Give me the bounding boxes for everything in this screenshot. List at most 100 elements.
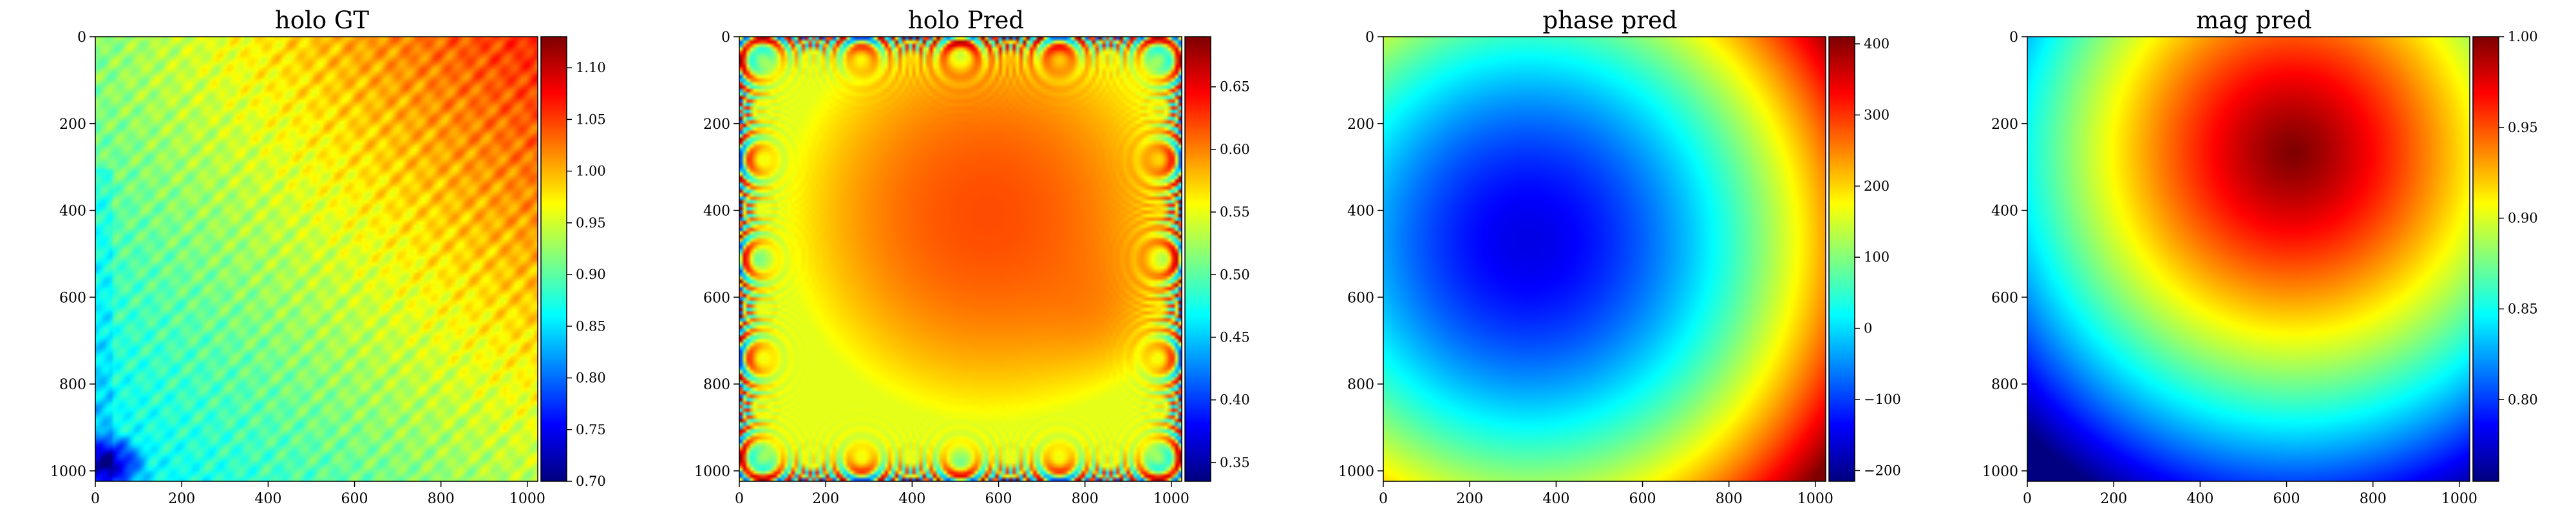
colorbar-tick-label: 100 xyxy=(1864,249,1889,265)
colorbar-tick-label: 0.70 xyxy=(576,474,606,489)
x-tick-label: 400 xyxy=(2186,491,2213,507)
heatmap-plot: 0 200 400 600 800 1000 0 200 400 600 800 1000 0.80 0.… xyxy=(1982,29,2538,507)
x-tick-label: 400 xyxy=(1542,491,1569,507)
colorbar-frame xyxy=(1828,36,1855,482)
y-tick-label: 600 xyxy=(59,290,86,306)
y-tick-label: 1000 xyxy=(50,464,86,480)
colorbar-frame xyxy=(2472,36,2499,482)
x-tick-label: 600 xyxy=(2273,491,2300,507)
y-tick-label: 400 xyxy=(703,204,730,220)
colorbar-tick-label: 1.00 xyxy=(576,164,606,179)
x-tick-label: 200 xyxy=(1456,491,1483,507)
colorbar-tick-label: −100 xyxy=(1864,392,1901,407)
y-tick-label: 800 xyxy=(703,377,730,393)
colorbar xyxy=(2473,37,2499,481)
colorbar-tick-label: 0.60 xyxy=(1220,142,1250,157)
panel-phase-pred: phase pred 0 200 400 600 800 1000 0 200 400 600 80… xyxy=(1288,0,1932,515)
y-tick-label: 0 xyxy=(721,30,730,46)
x-tick-label: 1000 xyxy=(1797,491,1833,507)
heatmap-plot: 0 200 400 600 800 1000 0 200 400 600 800 1000 0.70 0.… xyxy=(50,30,606,507)
x-tick-label: 0 xyxy=(2023,491,2032,507)
colorbar xyxy=(1185,37,1211,481)
x-tick-label: 600 xyxy=(341,491,368,507)
y-tick-label: 200 xyxy=(703,117,730,133)
y-tick-label: 0 xyxy=(77,30,86,46)
x-tick-label: 200 xyxy=(2100,491,2127,507)
heatmap-image xyxy=(739,37,1182,481)
colorbar-tick-label: 0.65 xyxy=(1220,79,1250,95)
x-tick-label: 1000 xyxy=(509,491,545,507)
colorbar-tick-label: 0.90 xyxy=(2508,211,2538,226)
y-tick-label: 400 xyxy=(59,204,86,220)
chart-title: holo GT xyxy=(274,6,370,34)
y-tick-label: 400 xyxy=(1347,204,1374,220)
y-tick-label: 1000 xyxy=(1982,464,2018,480)
colorbar-tick-label: 0.80 xyxy=(576,370,606,386)
x-tick-label: 800 xyxy=(1716,491,1743,507)
colorbar-tick-label: 0.85 xyxy=(2508,301,2538,316)
colorbar-tick-label: 0.45 xyxy=(1220,329,1250,345)
y-tick-label: 0 xyxy=(1365,30,1374,46)
x-tick-label: 1000 xyxy=(1153,491,1189,507)
y-tick-label: 600 xyxy=(1347,290,1374,306)
colorbar-tick-label: 300 xyxy=(1864,107,1889,122)
colorbar xyxy=(541,37,567,481)
colorbar-tick-label: 1.05 xyxy=(576,111,606,127)
panel-mag-pred: mag pred 0 200 400 600 800 1000 0 200 400 600 800 1… xyxy=(1932,0,2576,515)
y-tick-label: 600 xyxy=(1991,290,2018,306)
x-tick-label: 200 xyxy=(812,491,839,507)
y-tick-label: 200 xyxy=(1991,117,2018,133)
colorbar-tick-label: 0.95 xyxy=(2508,120,2538,135)
plot-frame xyxy=(95,36,538,482)
colorbar-tick-label: 1.00 xyxy=(2508,29,2538,44)
heatmap-plot: 0 200 400 600 800 1000 0 200 400 600 800 1000 0.35 0.… xyxy=(694,30,1250,507)
colorbar-tick-label: 400 xyxy=(1864,36,1889,52)
x-tick-label: 800 xyxy=(2360,491,2387,507)
x-tick-label: 0 xyxy=(735,491,744,507)
x-tick-label: 600 xyxy=(985,491,1012,507)
x-tick-label: 1000 xyxy=(2441,491,2477,507)
y-tick-label: 800 xyxy=(59,377,86,393)
colorbar xyxy=(1829,37,1855,481)
y-tick-label: 1000 xyxy=(1338,464,1374,480)
chart-title: mag pred xyxy=(2196,6,2312,34)
heatmap-image xyxy=(95,37,538,481)
plot-frame xyxy=(2027,36,2470,482)
colorbar-tick-label: 0.35 xyxy=(1220,455,1250,470)
heatmap-image xyxy=(1383,37,1826,481)
colorbar-frame xyxy=(1184,36,1211,482)
x-tick-label: 600 xyxy=(1629,491,1656,507)
y-tick-label: 1000 xyxy=(694,464,730,480)
chart-title: holo Pred xyxy=(907,6,1025,34)
colorbar-frame xyxy=(540,36,567,482)
colorbar-tick-label: 0.75 xyxy=(576,422,606,437)
colorbar-tick-label: 0.90 xyxy=(576,267,606,282)
colorbar-tick-label: 0.50 xyxy=(1220,267,1250,282)
colorbar-tick-label: 200 xyxy=(1864,178,1889,194)
panel-holo-pred: holo Pred 0 200 400 600 800 1000 0 200 400 600 800… xyxy=(644,0,1288,515)
y-tick-label: 800 xyxy=(1347,377,1374,393)
colorbar-tick-label: 0.80 xyxy=(2508,392,2538,407)
colorbar-tick-label: 0.40 xyxy=(1220,392,1250,408)
y-tick-label: 200 xyxy=(1347,117,1374,133)
x-tick-label: 400 xyxy=(898,491,925,507)
heatmap-image xyxy=(2027,37,2470,481)
x-tick-label: 400 xyxy=(254,491,281,507)
plot-frame xyxy=(739,36,1182,482)
panel-holo-gt: holo GT 0 200 400 600 800 1000 0 200 400 600 800 10… xyxy=(0,0,644,515)
colorbar-tick-label: 0 xyxy=(1864,321,1872,336)
colorbar-tick-label: 0.95 xyxy=(576,215,606,231)
y-tick-label: 800 xyxy=(1991,377,2018,393)
y-tick-label: 400 xyxy=(1991,204,2018,220)
colorbar-tick-label: 0.55 xyxy=(1220,204,1250,220)
colorbar-tick-label: 0.85 xyxy=(576,318,606,334)
colorbar-tick-label: −200 xyxy=(1864,463,1901,478)
x-tick-label: 0 xyxy=(1379,491,1388,507)
x-tick-label: 800 xyxy=(1072,491,1099,507)
x-tick-label: 800 xyxy=(428,491,455,507)
colorbar-tick-label: 1.10 xyxy=(576,60,606,75)
chart-title: phase pred xyxy=(1542,6,1678,34)
y-tick-label: 600 xyxy=(703,290,730,306)
